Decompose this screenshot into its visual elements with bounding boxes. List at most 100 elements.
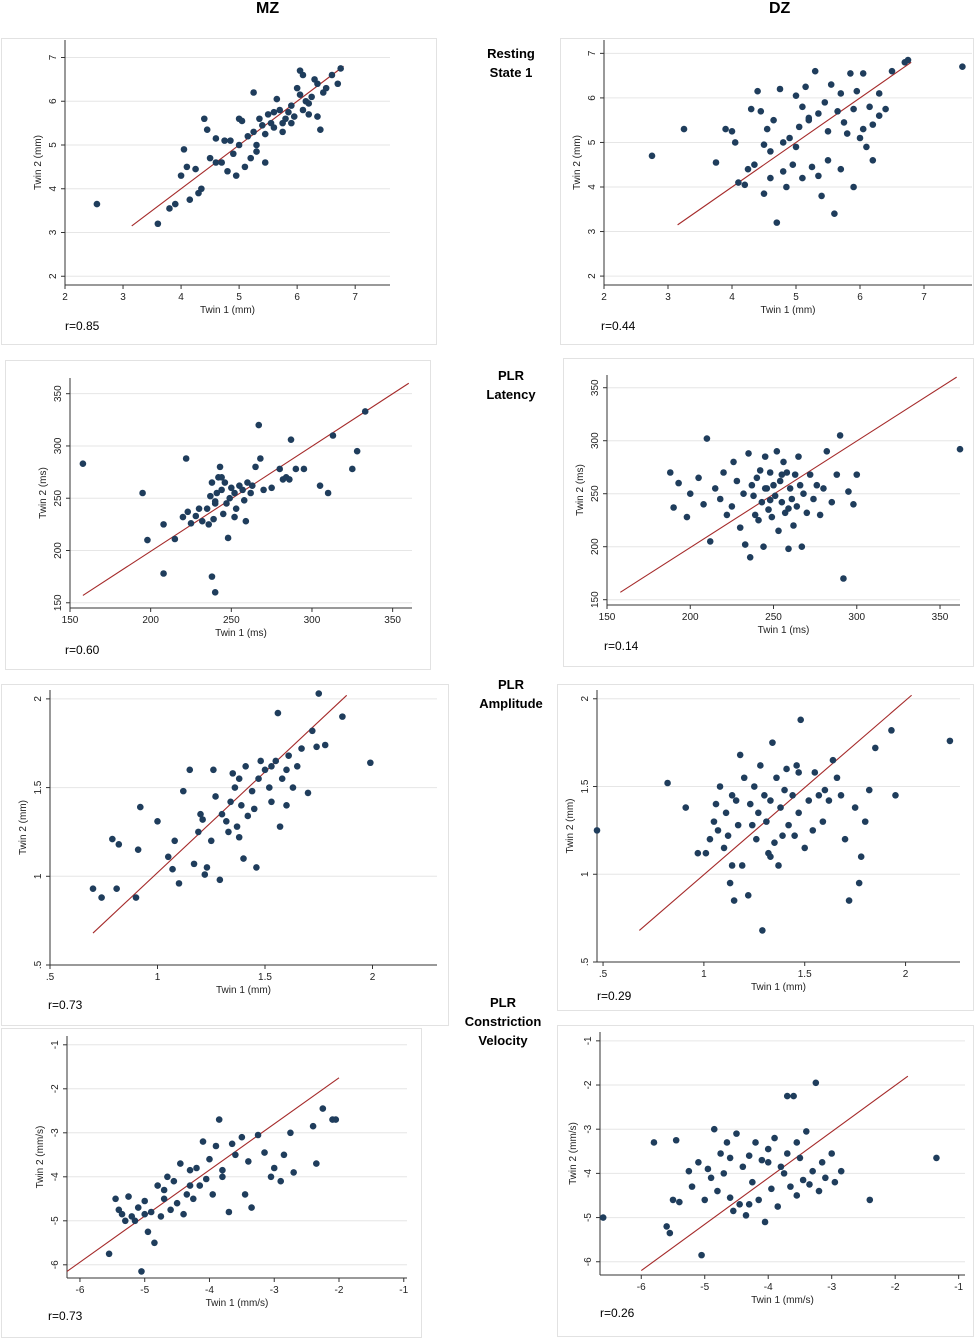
data-point [863, 143, 870, 151]
data-point [815, 172, 822, 180]
data-point [175, 880, 183, 887]
data-point [726, 879, 734, 887]
data-point [286, 476, 293, 483]
data-point [141, 1197, 149, 1205]
x-tick-label: 200 [142, 615, 159, 626]
data-point [706, 538, 714, 545]
data-point [821, 786, 829, 794]
data-point [261, 766, 269, 774]
data-point [865, 786, 873, 794]
data-point [841, 835, 849, 843]
data-point [888, 727, 895, 734]
data-point [751, 783, 758, 790]
data-point [197, 810, 204, 818]
data-point [812, 1079, 820, 1087]
data-point [774, 1203, 782, 1210]
data-point [730, 897, 738, 904]
data-point [749, 1178, 756, 1186]
data-point [361, 408, 369, 415]
data-point [742, 1212, 750, 1219]
data-point [171, 535, 179, 543]
data-point [299, 71, 307, 79]
data-point [244, 479, 251, 486]
y-tick-label: -4 [50, 1172, 61, 1181]
data-point [666, 469, 674, 476]
data-point [818, 192, 825, 200]
data-point [859, 125, 867, 133]
y-tick-label: -1 [583, 1036, 594, 1045]
data-point [285, 752, 292, 759]
data-point [248, 1204, 255, 1211]
data-point [290, 1169, 297, 1176]
data-point [199, 1138, 207, 1145]
r-value-label: r=0.29 [597, 989, 632, 1003]
data-point [785, 545, 792, 553]
y-tick-label: 5 [587, 139, 598, 145]
scatter-plot-dz-resting: 2 3 4 5 6 7 2 3 4 5 6 7 Twin 1 (mm) Twin 2 (mm) [572, 40, 972, 316]
data-point [212, 135, 220, 142]
scatter-plot-mz-velocity: -6 -5 -4 -3 -2 -1 -6 -5 -4 -3 -2 -1 Twin 1 (mm/s) Twi… [35, 1036, 409, 1309]
data-point [825, 797, 833, 804]
data-point [761, 485, 769, 492]
x-tick-label: 6 [857, 292, 863, 303]
data-point [843, 130, 851, 137]
y-axis-label: Twin 2 (ms) [575, 464, 586, 516]
data-point [748, 481, 756, 489]
scatter-panel-mz-resting: 2 3 4 5 6 7 2 3 4 5 6 7 Twin 1 (mm) Twin 2 (mm) r=0.8… [1, 38, 437, 345]
data-point [206, 1155, 213, 1163]
x-tick-label: -2 [891, 1282, 900, 1293]
x-tick-label: .5 [599, 969, 608, 980]
data-point [856, 134, 864, 142]
data-point [766, 469, 774, 476]
y-axis-label: Twin 2 (mm/s) [35, 1126, 46, 1189]
scatter-plot-mz-latency: 150 200 250 300 350 150 200 250 300 350 Twin 1 (ms… [38, 378, 412, 639]
data-point [164, 853, 172, 861]
data-point [256, 115, 263, 123]
data-point [695, 1159, 702, 1166]
data-point [313, 743, 320, 751]
y-tick-label: -4 [583, 1169, 594, 1178]
y-axis-label: Twin 2 (ms) [38, 467, 49, 519]
data-point [712, 159, 720, 166]
data-point [771, 1134, 778, 1142]
data-point [221, 137, 228, 144]
y-axis-label: Twin 2 (mm/s) [568, 1122, 579, 1185]
data-point [760, 141, 768, 148]
data-point [781, 786, 788, 794]
data-point [736, 751, 744, 759]
data-point [785, 505, 792, 512]
data-point [180, 787, 187, 795]
y-axis-label: Twin 2 (mm) [33, 135, 44, 190]
data-point [293, 762, 301, 770]
data-point [283, 802, 290, 809]
data-point [264, 111, 272, 118]
y-tick-label: 350 [590, 379, 601, 396]
data-point [316, 482, 324, 489]
data-point [866, 1196, 874, 1204]
data-point [738, 862, 746, 869]
data-point [315, 690, 323, 697]
data-point [806, 1181, 813, 1188]
x-tick-label: 2 [601, 292, 607, 303]
data-point [328, 71, 336, 79]
x-tick-label: 1 [155, 972, 161, 983]
data-point [593, 827, 601, 834]
x-axis-label: Twin 1 (mm) [751, 982, 806, 993]
data-point [134, 1204, 142, 1211]
data-point [231, 513, 238, 521]
data-point [792, 143, 800, 151]
data-point [746, 800, 754, 808]
data-point [799, 103, 806, 111]
data-point [288, 102, 295, 109]
data-point [688, 1183, 696, 1190]
data-point [767, 853, 774, 861]
data-point [866, 103, 873, 111]
data-point [187, 520, 195, 527]
data-point [686, 490, 694, 498]
x-tick-label: .5 [46, 972, 55, 983]
data-point [290, 113, 298, 120]
y-tick-label: 250 [53, 489, 64, 506]
data-point [845, 897, 853, 904]
data-point [761, 1218, 769, 1226]
data-point [240, 855, 247, 862]
